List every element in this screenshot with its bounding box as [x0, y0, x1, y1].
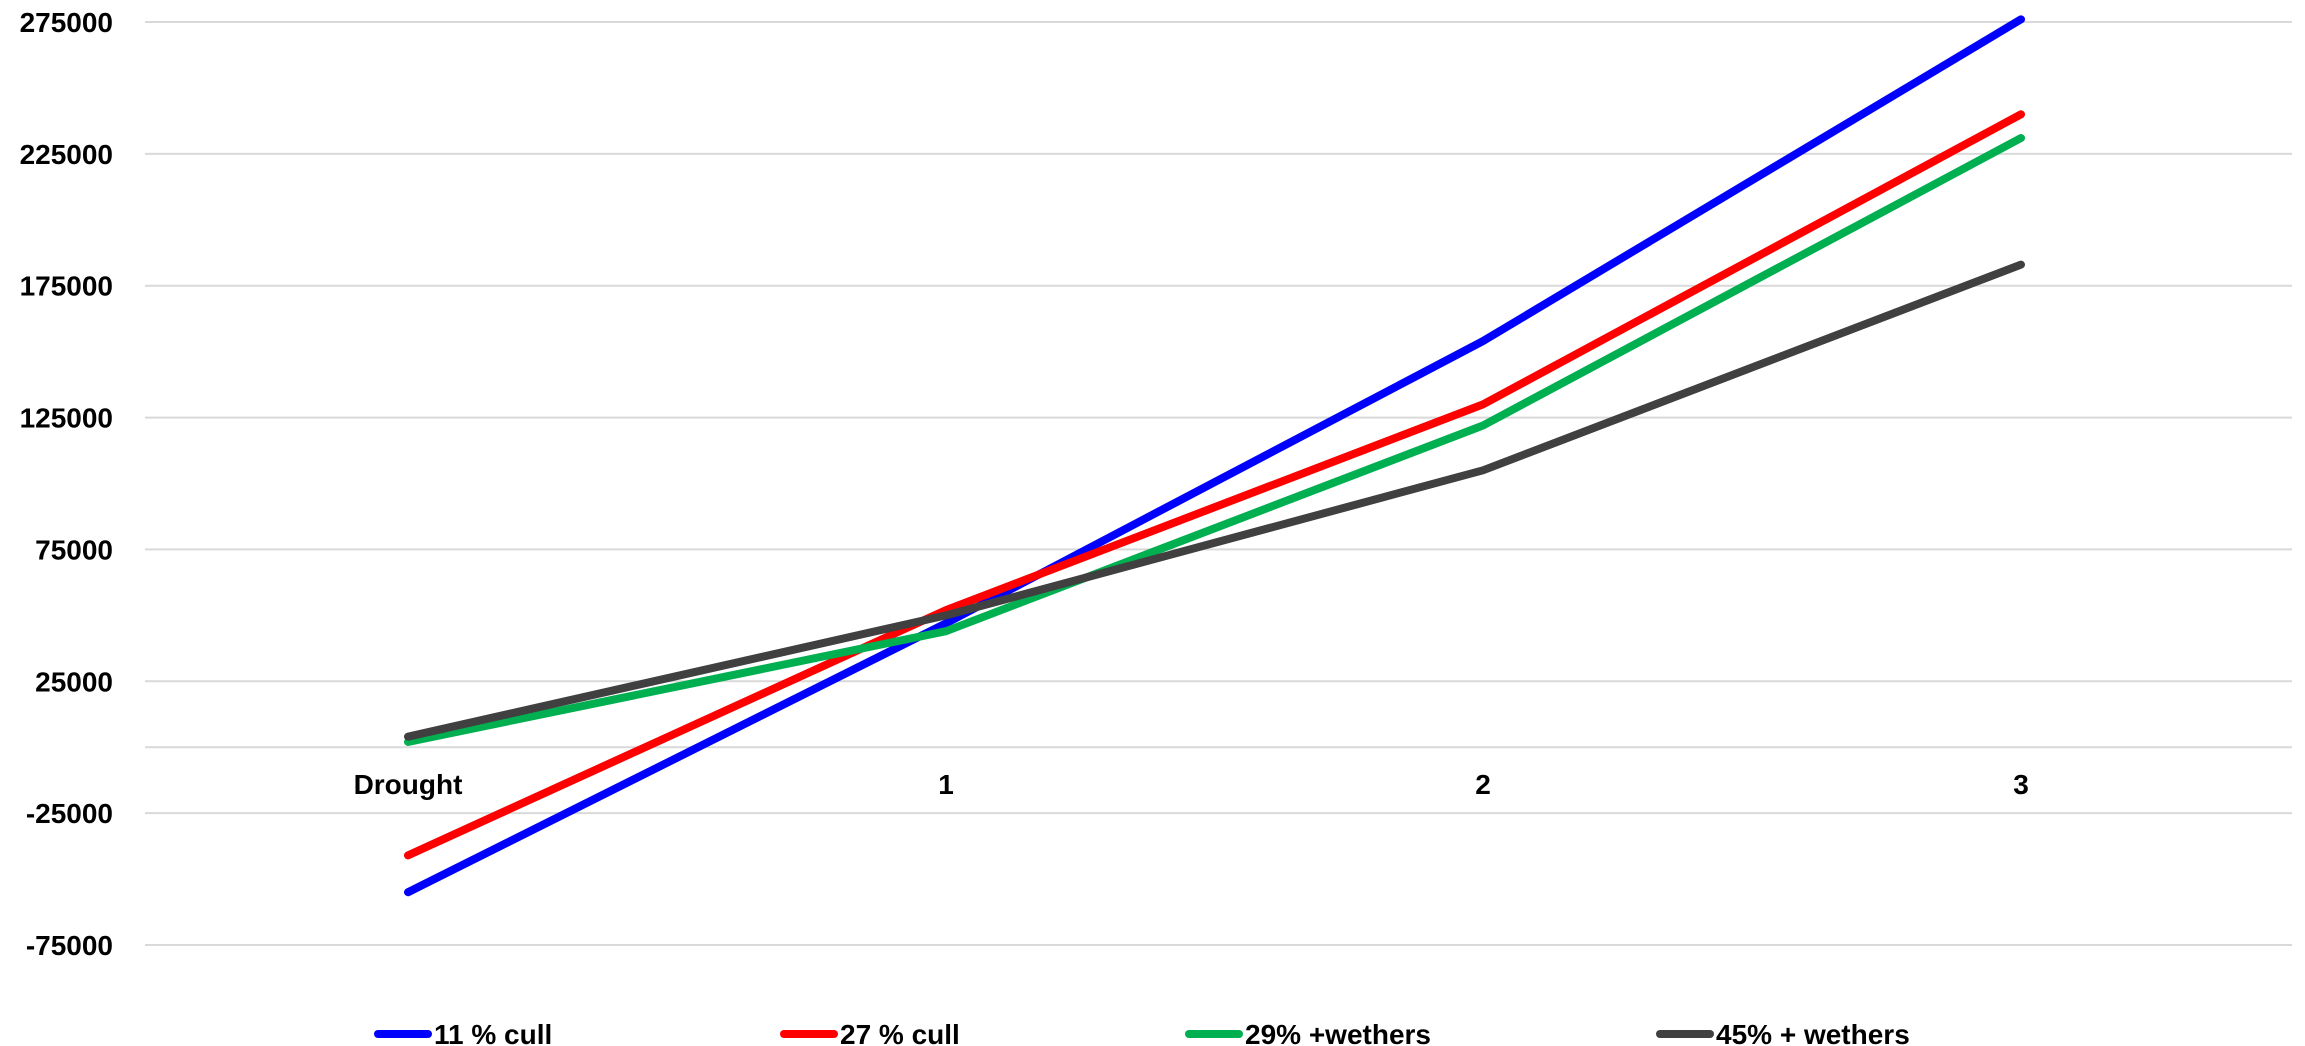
- y-tick-label: -75000: [26, 930, 113, 961]
- legend: 11 % cull 27 % cull 29% +wethers 45% + weth…: [374, 1019, 1910, 1046]
- y-tick-label: 25000: [35, 666, 113, 697]
- y-tick-label: 225000: [20, 139, 113, 170]
- x-tick-label: 2: [1475, 769, 1491, 800]
- y-tick-label: 275000: [20, 7, 113, 38]
- y-tick-label: -25000: [26, 798, 113, 829]
- legend-label: 45% + wethers: [1716, 1019, 1910, 1046]
- series-line-1: [404, 15, 2025, 897]
- legend-label: 29% +wethers: [1245, 1019, 1431, 1046]
- series-line-4: [404, 260, 2025, 741]
- x-axis-tick-labels: Drought 1 2 3: [354, 769, 2029, 800]
- series-line-3: [404, 134, 2025, 746]
- y-tick-label: 175000: [20, 271, 113, 302]
- legend-label: 27 % cull: [840, 1019, 960, 1046]
- x-tick-label: Drought: [354, 769, 463, 800]
- x-tick-label: 1: [938, 769, 954, 800]
- series-lines: [404, 15, 2025, 897]
- y-tick-label: 125000: [20, 403, 113, 434]
- x-tick-label: 3: [2013, 769, 2029, 800]
- y-axis-tick-labels: 275000 225000 175000 125000 75000 25000 -25000…: [20, 7, 113, 961]
- y-tick-label: 75000: [35, 534, 113, 565]
- series-line-2: [404, 110, 2025, 860]
- legend-label: 11 % cull: [434, 1019, 552, 1046]
